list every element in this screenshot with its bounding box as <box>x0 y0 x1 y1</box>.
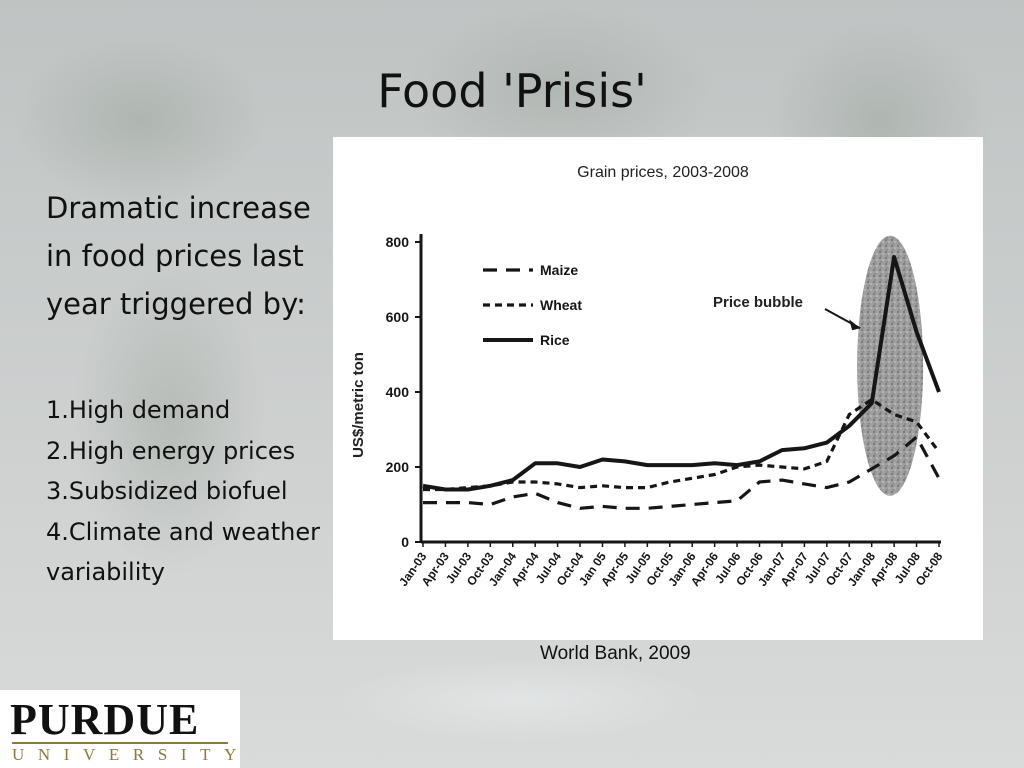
grain-price-chart: Grain prices, 2003-2008 US$/metric ton 0… <box>333 137 983 640</box>
logo-subtitle: UNIVERSITY <box>12 745 250 764</box>
chart-title: Grain prices, 2003-2008 <box>577 164 749 181</box>
purdue-logo: PURDUE UNIVERSITY <box>0 690 240 768</box>
y-tick-label: 0 <box>401 534 409 550</box>
arrow-head <box>849 319 861 331</box>
cause-item: 4.Climate and weather variability <box>46 517 321 587</box>
y-axis-label: US$/metric ton <box>350 352 367 458</box>
y-tick-label: 800 <box>386 234 410 250</box>
logo-name: PURDUE <box>10 695 200 744</box>
logo-divider <box>12 742 228 744</box>
chart-canvas: Grain prices, 2003-2008 US$/metric ton 0… <box>350 164 946 589</box>
series-line-maize <box>423 435 941 510</box>
intro-text: Dramatic increase in food prices last ye… <box>46 191 311 321</box>
y-tick-label: 600 <box>386 309 410 325</box>
y-tick-label: 200 <box>386 459 410 475</box>
y-tick-label: 400 <box>386 384 410 400</box>
legend-label: Maize <box>540 262 578 278</box>
slide-title: Food 'Prisis' <box>377 64 647 118</box>
legend-label: Wheat <box>540 297 582 313</box>
series-line-rice <box>422 255 941 492</box>
source-caption: World Bank, 2009 <box>540 643 691 664</box>
price-bubble-label: Price bubble <box>713 294 803 311</box>
cause-item: 1.High demand <box>46 396 231 424</box>
cause-item: 2.High energy prices <box>46 436 296 465</box>
legend-label: Rice <box>540 332 570 348</box>
causes-list: 1.High demand 2.High energy prices 3.Sub… <box>46 390 336 593</box>
cause-item: 3.Subsidized biofuel <box>46 477 288 505</box>
